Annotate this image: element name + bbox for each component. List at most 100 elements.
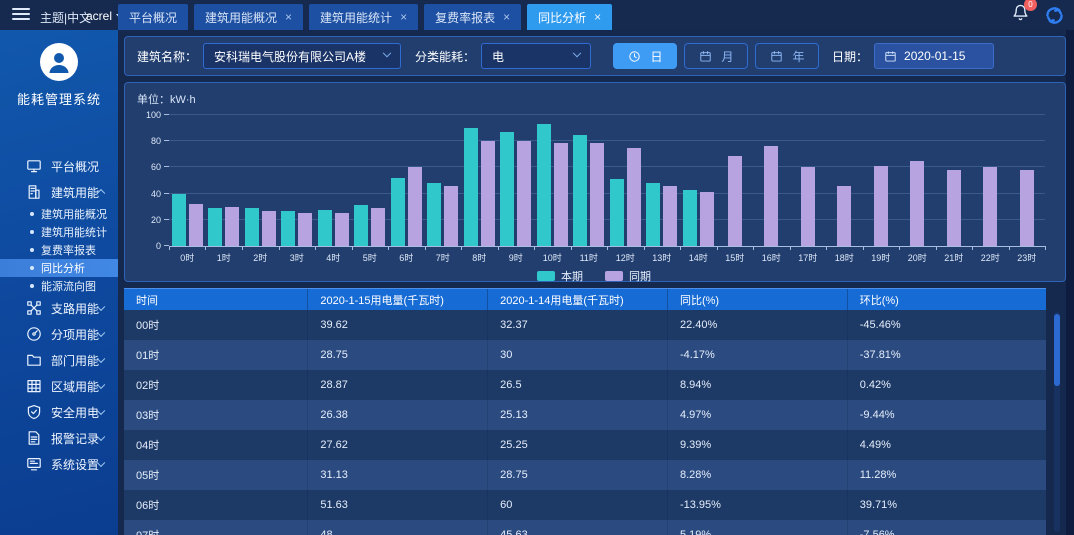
tab-close-icon[interactable]: × [503,10,511,24]
sidebar-subitem[interactable]: 同比分析 [0,259,118,277]
table-row[interactable]: 05时 31.13 28.75 8.28% 11.28% [124,460,1046,490]
table-cell: 45.63 [488,520,668,535]
calendar-icon [770,50,783,63]
table-row[interactable]: 07时4845.635.19% -7.56% [124,520,1046,535]
bar-同期[interactable] [225,206,240,246]
bar-本期[interactable] [573,134,588,246]
sidebar-item[interactable]: 部门用能 [0,347,118,373]
bar-同期[interactable] [334,212,349,246]
sidebar-item[interactable]: 报警记录 [0,425,118,451]
table-header-cell: 2020-1-14用电量(千瓦时) [488,289,668,310]
bar-本期[interactable] [171,194,186,246]
bar-同期[interactable] [480,141,495,246]
table-row[interactable]: 00时 39.62 32.37 22.40% -45.46% [124,310,1046,340]
bar-同期[interactable] [699,192,714,246]
table-row[interactable]: 04时 27.62 25.25 9.39% 4.49% [124,430,1046,460]
table-cell: -37.81% [859,349,901,361]
table-row[interactable]: 06时 51.63 60 -13.95% 39.71% [124,490,1046,520]
bar-同期[interactable] [261,211,276,246]
table-scrollbar-track[interactable] [1054,312,1060,532]
sidebar-item[interactable]: 区域用能 [0,373,118,399]
bar-本期[interactable] [463,128,478,246]
date-input[interactable]: 2020-01-15 [874,43,995,69]
bar-同期[interactable] [727,155,742,246]
notification-bell-icon[interactable]: 0 [1012,0,1037,26]
period-button[interactable]: 年 [755,43,820,69]
bar-本期[interactable] [646,183,661,246]
bar-同期[interactable] [407,167,422,246]
bar-本期[interactable] [682,189,697,246]
sidebar-subitem[interactable]: 复费率报表 [0,241,118,259]
sidebar-subitem[interactable]: 建筑用能概况 [0,205,118,223]
bar-本期[interactable] [500,132,515,246]
bar-本期[interactable] [390,178,405,246]
tab-close-icon[interactable]: × [400,10,408,24]
bar-同期[interactable] [553,142,568,246]
bar-同期[interactable] [764,146,779,246]
bar-同期[interactable] [188,203,203,246]
sidebar-subitem[interactable]: 能源流向图 [0,277,118,295]
bar-同期[interactable] [371,208,386,246]
chevron-down-icon [382,48,392,58]
bar-同期[interactable] [590,142,605,246]
y-axis-label: 80 [150,136,161,147]
tab-close-icon[interactable]: × [285,10,293,24]
tab[interactable]: 建筑用能统计 × [309,4,419,30]
bar-同期[interactable] [983,167,998,246]
sidebar-item[interactable]: 安全用电 [0,399,118,425]
bar-本期[interactable] [536,124,551,246]
bar-本期[interactable] [609,179,624,246]
tab[interactable]: 建筑用能概况 × [194,4,304,30]
calendar-icon [699,50,712,63]
sidebar-item[interactable]: 系统设置 [0,451,118,477]
bar-本期[interactable] [354,205,369,246]
bullet-icon [30,266,34,270]
legend-item[interactable]: 同期 [605,268,651,284]
bar-同期[interactable] [837,185,852,246]
bar-本期[interactable] [208,208,223,246]
table-cell: 11.28% [859,469,897,481]
table-row[interactable]: 01时 28.75 30 -4.17% -37.81% [124,340,1046,370]
sidebar-item[interactable]: 分项用能 [0,321,118,347]
bar-同期[interactable] [517,141,532,246]
tab[interactable]: 复费率报表 × [424,4,522,30]
bullet-icon [30,230,34,234]
bar-同期[interactable] [946,170,961,246]
sidebar-item[interactable]: 平台概况 [0,153,118,179]
sidebar: 能耗管理系统 平台概况 建筑用能 建筑用能概况 建筑用能统计 复费率报表 同比分析 能源流向… [0,30,118,535]
bar-同期[interactable] [444,186,459,246]
bar-本期[interactable] [317,209,332,246]
bar-本期[interactable] [244,208,259,246]
bar-本期[interactable] [281,211,296,246]
table-cell: 04时 [124,430,309,460]
tab-close-icon[interactable]: × [594,10,602,24]
tab[interactable]: 平台概况 [118,4,189,30]
bar-同期[interactable] [1019,170,1034,246]
bar-本期[interactable] [427,183,442,246]
avatar[interactable] [40,43,78,81]
table-row[interactable]: 02时 28.87 26.5 8.94% 0.42% [124,370,1046,400]
table-row[interactable]: 03时 26.38 25.13 4.97% -9.44% [124,400,1046,430]
hamburger-menu-icon[interactable] [12,8,30,23]
x-axis-tick [497,246,499,250]
table-scrollbar-thumb[interactable] [1054,314,1060,386]
tab[interactable]: 同比分析 × [527,4,613,30]
building-select[interactable]: 安科瑞电气股份有限公司A楼 [203,43,402,69]
bar-同期[interactable] [626,147,641,246]
bar-同期[interactable] [298,213,313,246]
bar-同期[interactable] [910,160,925,246]
sidebar-item[interactable]: 建筑用能 [0,179,118,205]
bar-同期[interactable] [663,185,678,246]
sidebar-subitem[interactable]: 建筑用能统计 [0,223,118,241]
theme-language-label[interactable]: 主题|中文 [40,11,92,25]
sidebar-item-label: 建筑用能 [51,185,100,200]
sidebar-item[interactable]: 支路用能 [0,295,118,321]
refresh-icon[interactable] [1045,6,1064,25]
table-cell: 39.62 [308,310,489,340]
period-button[interactable]: 月 [684,43,749,69]
bar-同期[interactable] [800,167,815,246]
legend-item[interactable]: 本期 [537,268,583,284]
period-button[interactable]: 日 [613,43,678,69]
bar-同期[interactable] [873,166,888,246]
energy-category-select[interactable]: 电 [481,43,592,69]
